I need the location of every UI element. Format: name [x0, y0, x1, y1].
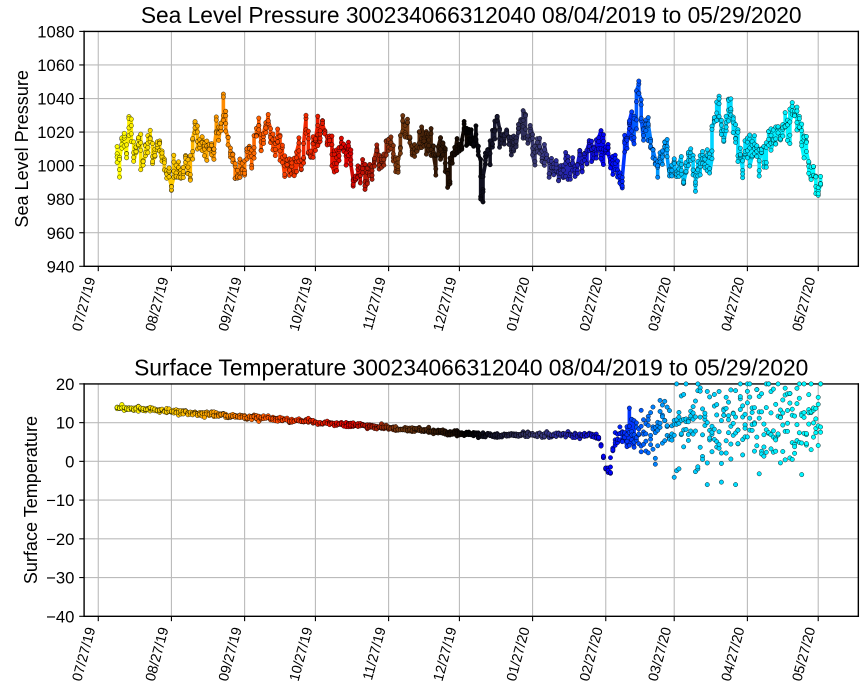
svg-text:940: 940 — [47, 257, 75, 276]
svg-text:20: 20 — [56, 375, 75, 394]
svg-text:10: 10 — [56, 414, 75, 433]
svg-text:Sea Level Pressure: Sea Level Pressure — [12, 70, 32, 228]
svg-text:960: 960 — [47, 224, 75, 243]
svg-text:−10: −10 — [46, 491, 74, 510]
svg-text:Sea Level Pressure 30023406631: Sea Level Pressure 300234066312040 08/04… — [141, 2, 802, 28]
svg-text:1040: 1040 — [37, 90, 74, 109]
svg-text:−30: −30 — [46, 569, 74, 588]
svg-text:Surface Temperature: Surface Temperature — [21, 416, 41, 584]
svg-text:−40: −40 — [46, 607, 74, 626]
svg-text:−20: −20 — [46, 530, 74, 549]
svg-text:1020: 1020 — [37, 123, 74, 142]
svg-text:0: 0 — [65, 452, 74, 471]
svg-text:1060: 1060 — [37, 56, 74, 75]
svg-text:1000: 1000 — [37, 157, 74, 176]
svg-text:1080: 1080 — [37, 22, 74, 41]
svg-text:Surface Temperature 3002340663: Surface Temperature 300234066312040 08/0… — [134, 355, 808, 381]
svg-text:980: 980 — [47, 190, 75, 209]
